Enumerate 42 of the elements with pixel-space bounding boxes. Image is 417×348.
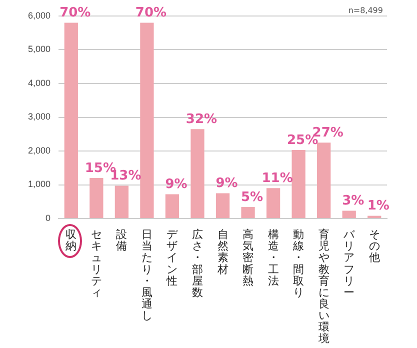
annotation: 9% [216, 176, 238, 192]
bar [216, 193, 230, 218]
y-tick-label: 2,000 [28, 145, 51, 156]
bar [317, 142, 331, 218]
bar [165, 194, 180, 218]
y-tick-label: 4,000 [28, 78, 51, 88]
annotation: 70% [135, 6, 167, 21]
annotation: 70% [60, 6, 91, 21]
annotation: 5% [240, 190, 264, 205]
bar [140, 22, 154, 218]
bar [114, 186, 129, 218]
x-tick-label: バリアフリー [342, 228, 356, 299]
y-tick-label: 0 [46, 212, 51, 223]
bar [90, 178, 104, 218]
x-tick-label: その他 [368, 228, 380, 264]
annotation: 9% [165, 177, 188, 192]
x-tick-label: 日当たり・風通し [141, 228, 152, 322]
x-tick-label: 設備 [116, 228, 128, 253]
annotation: 11% [262, 171, 293, 186]
x-tick-label: セキュリティ [90, 228, 102, 299]
text: n=8,499 [348, 6, 383, 15]
annotation: 32% [186, 112, 218, 127]
bar [241, 207, 255, 218]
x-tick-label: 広さ・部屋数 [192, 228, 203, 299]
x-tick-label: 自然素材 [216, 228, 228, 276]
bar [292, 150, 306, 218]
y-tick-label: 6,000 [28, 10, 51, 20]
x-tick-label: 動線・間取り [292, 228, 304, 299]
y-tick-label: 3,000 [28, 112, 51, 122]
bar [266, 188, 280, 218]
x-tick-label: 収納 [66, 228, 77, 253]
bar [64, 22, 78, 218]
x-tick-label: デザイン性 [166, 228, 179, 288]
y-tick-label: 1,000 [28, 179, 51, 190]
annotation: 3% [342, 194, 364, 209]
x-tick-label: 高気密断熱 [242, 228, 254, 288]
x-tick-label: 構造・工法 [268, 228, 279, 288]
y-tick-label: 5,000 [28, 44, 51, 54]
bar [190, 129, 204, 218]
category-label: 育児や教育に良い環境 [318, 228, 330, 346]
annotation: 1% [367, 198, 390, 214]
bar [342, 210, 356, 218]
